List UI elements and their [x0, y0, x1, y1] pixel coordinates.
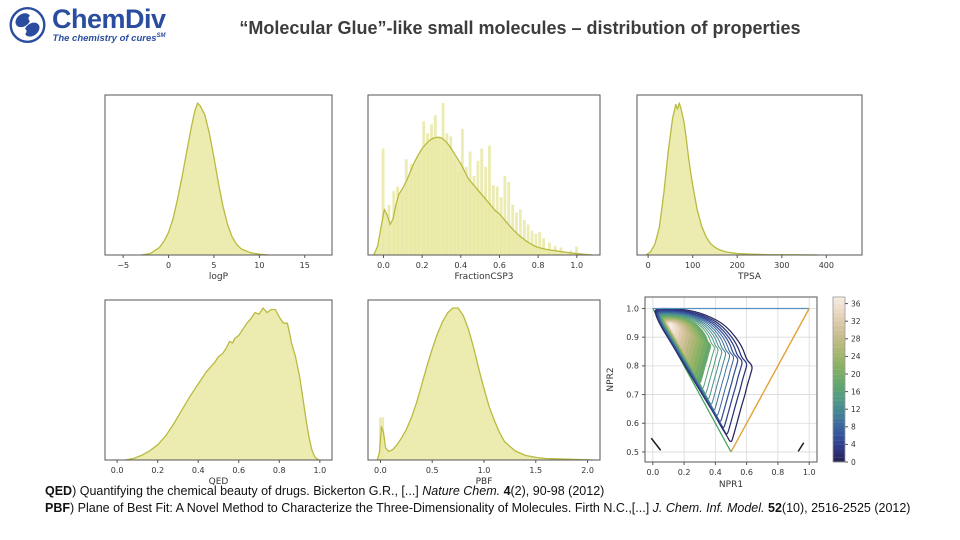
svg-text:0.0: 0.0	[646, 468, 659, 477]
logP-svg: −5 0 5 10 15 logP	[104, 94, 333, 282]
svg-text:10: 10	[254, 261, 264, 270]
svg-text:15: 15	[300, 261, 310, 270]
svg-text:400: 400	[819, 261, 834, 270]
plot-npr-contour: 0.0 0.2 0.4 0.6 0.8 1.0 0.5 0.6 0.7 0.8 0.9 1.0 NPR1…	[599, 289, 877, 496]
svg-text:24: 24	[851, 352, 861, 361]
svg-text:28: 28	[851, 335, 861, 344]
svg-text:0.6: 0.6	[493, 261, 506, 270]
logo-name: ChemDiv	[52, 4, 166, 34]
svg-text:36: 36	[851, 299, 861, 308]
svg-text:12: 12	[851, 405, 861, 414]
svg-text:4: 4	[851, 440, 856, 449]
svg-text:NPR1: NPR1	[719, 480, 743, 490]
svg-text:1.0: 1.0	[570, 261, 583, 270]
svg-text:QED: QED	[209, 477, 229, 487]
svg-text:0.8: 0.8	[273, 466, 286, 475]
svg-text:1.0: 1.0	[478, 466, 491, 475]
logo-text-block: ChemDiv The chemistry of curesSM	[52, 5, 166, 44]
svg-text:0.0: 0.0	[374, 466, 387, 475]
NPR-svg: 0.0 0.2 0.4 0.6 0.8 1.0 0.5 0.6 0.7 0.8 0.9 1.0 NPR1…	[606, 296, 861, 490]
plot-qed: 0.0 0.2 0.4 0.6 0.8 1.0 QED	[95, 292, 342, 490]
plot-pbf: 0.0 0.5 1.0 1.5 2.0 PBF	[358, 292, 610, 490]
TPSA-svg: 0 100 200 300 400 TPSA	[636, 94, 863, 282]
svg-text:0.8: 0.8	[626, 362, 639, 371]
svg-text:0.4: 0.4	[709, 468, 722, 477]
svg-text:200: 200	[730, 261, 745, 270]
citation-pbf: PBF) Plane of Best Fit: A Novel Method t…	[45, 500, 911, 515]
svg-text:0.5: 0.5	[426, 466, 439, 475]
svg-text:logP: logP	[209, 272, 229, 282]
svg-text:0.0: 0.0	[377, 261, 390, 270]
svg-text:1.0: 1.0	[626, 304, 639, 313]
svg-text:1.0: 1.0	[313, 466, 326, 475]
svg-text:0.7: 0.7	[626, 390, 639, 399]
svg-text:0.2: 0.2	[678, 468, 691, 477]
svg-text:FractionCSP3: FractionCSP3	[454, 272, 513, 282]
citations: QED) Quantifying the chemical beauty of …	[45, 483, 945, 516]
svg-text:5: 5	[211, 261, 216, 270]
svg-text:0: 0	[646, 261, 651, 270]
svg-text:1.5: 1.5	[529, 466, 542, 475]
svg-text:0.5: 0.5	[626, 448, 639, 457]
chemdiv-logo: ChemDiv The chemistry of curesSM	[8, 5, 166, 47]
svg-text:0.8: 0.8	[772, 468, 785, 477]
chemdiv-logo-icon	[9, 7, 46, 43]
svg-text:0.6: 0.6	[232, 466, 245, 475]
page-title: “Molecular Glue”-like small molecules – …	[239, 18, 801, 38]
PBF-svg: 0.0 0.5 1.0 1.5 2.0 PBF	[367, 299, 601, 487]
svg-text:1.0: 1.0	[803, 468, 816, 477]
svg-text:PBF: PBF	[476, 477, 493, 487]
svg-text:0.2: 0.2	[416, 261, 429, 270]
citation-qed: QED) Quantifying the chemical beauty of …	[45, 484, 605, 498]
svg-text:0: 0	[851, 458, 856, 467]
QED-svg: 0.0 0.2 0.4 0.6 0.8 1.0 QED	[104, 299, 333, 487]
svg-text:8: 8	[851, 423, 856, 432]
svg-text:100: 100	[685, 261, 700, 270]
svg-text:0.9: 0.9	[626, 333, 639, 342]
svg-text:0.6: 0.6	[626, 419, 639, 428]
svg-text:20: 20	[851, 370, 861, 379]
svg-text:0: 0	[166, 261, 171, 270]
svg-text:300: 300	[774, 261, 789, 270]
svg-text:NPR2: NPR2	[606, 367, 616, 391]
plot-tpsa: 0 100 200 300 400 TPSA	[627, 87, 872, 285]
svg-text:32: 32	[851, 317, 861, 326]
svg-text:0.4: 0.4	[454, 261, 467, 270]
logo-sm-mark: SM	[156, 33, 166, 39]
svg-text:16: 16	[851, 387, 861, 396]
FractionCSP3-svg: 0.0 0.2 0.4 0.6 0.8 1.0 FractionCSP3	[367, 94, 601, 282]
svg-text:0.6: 0.6	[740, 468, 753, 477]
svg-text:0.4: 0.4	[192, 466, 205, 475]
svg-text:0.8: 0.8	[532, 261, 545, 270]
plot-fractioncsp3: 0.0 0.2 0.4 0.6 0.8 1.0 FractionCSP3	[358, 87, 610, 285]
svg-text:0.2: 0.2	[151, 466, 164, 475]
svg-text:2.0: 2.0	[581, 466, 594, 475]
plot-logp: −5 0 5 10 15 logP	[95, 87, 342, 285]
svg-text:TPSA: TPSA	[737, 272, 762, 282]
logo-tagline: The chemistry of curesSM	[52, 33, 166, 45]
svg-text:0.0: 0.0	[111, 466, 124, 475]
svg-text:−5: −5	[117, 261, 129, 270]
